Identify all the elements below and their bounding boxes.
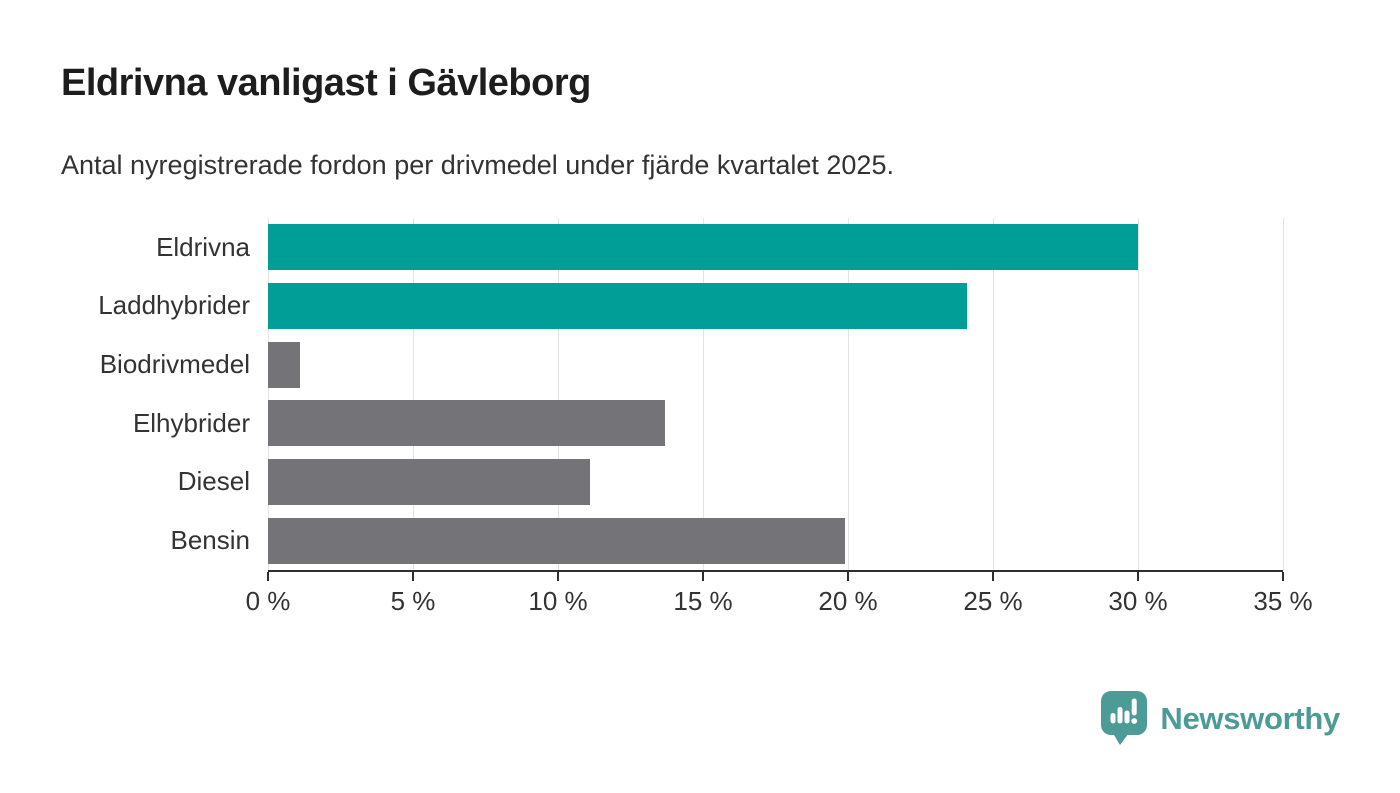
- x-axis-tick: [557, 572, 559, 581]
- logo-bar-tall: [1117, 707, 1123, 724]
- x-axis-tick: [1282, 572, 1284, 581]
- logo-exclamation-dot: [1131, 718, 1138, 724]
- x-axis-tick-label: 10 %: [528, 586, 588, 616]
- bar-bensin: [268, 517, 846, 564]
- bar-elhybrider: [268, 400, 666, 447]
- category-label: Bensin: [170, 525, 251, 556]
- x-axis-tick-label: 20 %: [818, 586, 878, 616]
- brand-name: Newsworthy: [1160, 700, 1340, 736]
- gridline: [703, 218, 704, 570]
- plot-area: Eldrivna Laddhybrider Biodrivmedel Elhybrid…: [98, 218, 1313, 616]
- bar-diesel: [268, 459, 590, 505]
- logo-bar-small: [1110, 713, 1116, 724]
- chart-title: Eldrivna vanligast i Gävleborg: [61, 62, 591, 104]
- gridline: [558, 218, 559, 570]
- logo-exclamation-bar: [1132, 698, 1138, 716]
- category-label: Biodrivmedel: [99, 349, 250, 380]
- gridline: [268, 218, 269, 570]
- bar-laddhybrider: [268, 283, 967, 329]
- x-axis-tick: [1137, 572, 1139, 581]
- x-axis-tick-label: 30 %: [1108, 586, 1168, 616]
- bar-biodrivmedel: [268, 341, 300, 388]
- x-axis-tick: [847, 572, 849, 581]
- x-axis-tick-label: 15 %: [673, 586, 733, 616]
- bar-eldrivna: [268, 224, 1138, 271]
- gridline: [1283, 218, 1284, 570]
- logo-bar-medium: [1124, 710, 1130, 724]
- gridline: [413, 218, 414, 570]
- x-axis-tick-label: 5 %: [390, 586, 436, 616]
- gridline: [848, 218, 849, 570]
- x-axis-tick: [702, 572, 704, 581]
- x-axis-tick-label: 0 %: [245, 586, 291, 616]
- gridline: [1138, 218, 1139, 570]
- x-axis-tick: [267, 572, 269, 581]
- chart-subtitle: Antal nyregistrerade fordon per drivmede…: [61, 150, 894, 180]
- category-label: Eldrivna: [156, 231, 250, 262]
- gridline: [993, 218, 994, 570]
- x-axis-tick-label: 25 %: [963, 586, 1023, 616]
- brand-logo: Newsworthy: [1101, 691, 1340, 746]
- category-label: Laddhybrider: [98, 290, 250, 321]
- category-label: Diesel: [177, 466, 250, 497]
- category-label: Elhybrider: [132, 407, 250, 438]
- x-axis-tick-label: 35 %: [1253, 586, 1313, 616]
- newsworthy-logo-icon: [1101, 691, 1148, 745]
- x-axis-tick: [412, 572, 414, 581]
- x-axis-tick: [992, 572, 994, 581]
